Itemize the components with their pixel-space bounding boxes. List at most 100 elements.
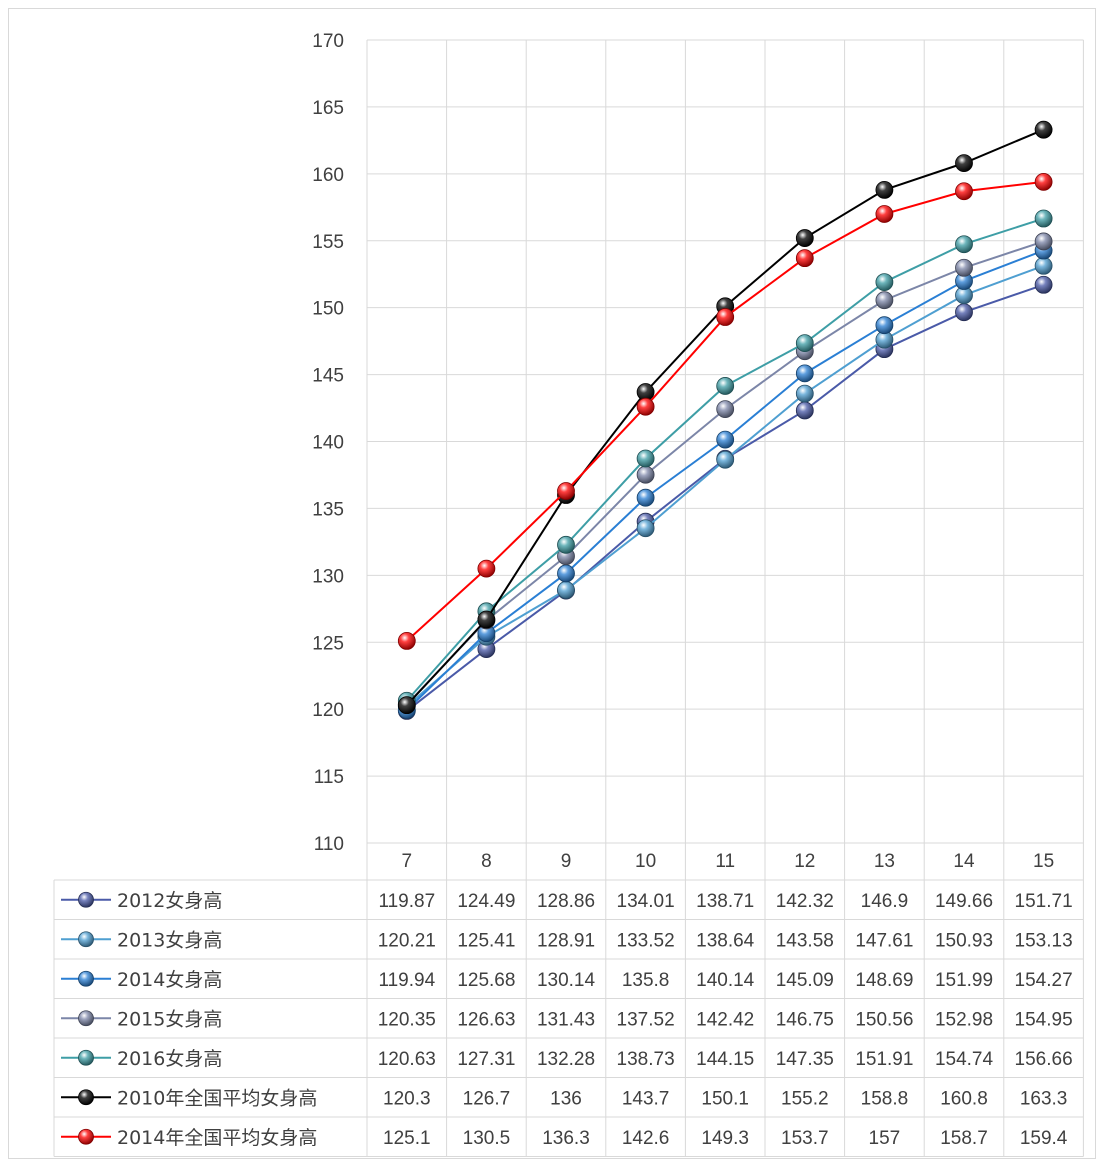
x-tick-label: 15 (1033, 851, 1054, 872)
series-name: 2014年全国平均女身高 (117, 1127, 317, 1149)
table-row: 2012女身高 119.87 124.49 128.86 134.01 138.71 142… (61, 890, 1073, 912)
y-tick-label: 135 (312, 499, 344, 520)
table-cell-value: 142.6 (622, 1128, 670, 1149)
table-cell-value: 136 (550, 1088, 582, 1109)
table-row: 2013女身高 120.21 125.41 128.91 133.52 138.64 143… (61, 929, 1073, 951)
table-cell-value: 136.3 (542, 1128, 590, 1149)
x-tick-label: 7 (402, 851, 413, 872)
table-cell-value: 150.93 (935, 930, 993, 951)
table-cell-value: 150.56 (855, 1009, 913, 1030)
table-cell-value: 154.27 (1015, 970, 1073, 991)
table-row: 2016女身高 120.63 127.31 132.28 138.73 144.15 147… (61, 1048, 1073, 1070)
table-cell-value: 142.32 (776, 891, 834, 912)
table-cell-value: 156.66 (1015, 1049, 1073, 1070)
data-point (716, 377, 735, 395)
data-point (557, 581, 575, 599)
y-tick-label: 160 (312, 165, 344, 186)
data-point (716, 308, 735, 326)
table-cell-value: 126.63 (457, 1009, 515, 1030)
data-point (636, 449, 655, 468)
data-point (795, 384, 814, 403)
table-cell-value: 138.73 (617, 1049, 675, 1070)
data-point (636, 397, 655, 416)
table-cell-value: 125.41 (457, 930, 515, 951)
table-cell-value: 130.5 (463, 1128, 511, 1149)
y-tick-label: 130 (312, 566, 344, 587)
table-cell-value: 145.09 (776, 970, 834, 991)
table-cell-value: 124.49 (457, 891, 515, 912)
table-row: 2014女身高 119.94 125.68 130.14 135.8 140.14 145.… (61, 969, 1073, 991)
data-point (875, 180, 894, 199)
table-cell-value: 146.9 (861, 891, 909, 912)
series-name: 2013女身高 (117, 929, 222, 951)
table-cell-value: 120.21 (378, 930, 436, 951)
data-point (875, 273, 894, 292)
data-point (557, 564, 575, 583)
x-tick-label: 9 (561, 851, 572, 872)
table-cell-value: 158.8 (861, 1088, 909, 1109)
table-cell-value: 147.35 (776, 1049, 834, 1070)
table-cell-value: 151.71 (1015, 891, 1073, 912)
x-tick-label: 13 (874, 851, 895, 872)
table-cell-value: 120.35 (378, 1009, 436, 1030)
table-cell-value: 147.61 (855, 930, 913, 951)
table-cell-value: 120.3 (383, 1088, 431, 1109)
series-lines (397, 120, 1053, 720)
legend-key-marker (78, 970, 94, 987)
table-cell-value: 138.71 (696, 891, 754, 912)
y-tick-label: 115 (314, 767, 344, 788)
table-cell-value: 119.87 (378, 891, 435, 912)
table-cell-value: 146.75 (776, 1009, 834, 1030)
table-cell-value: 158.7 (940, 1128, 988, 1149)
y-tick-label: 170 (312, 31, 344, 52)
table-cell-value: 132.28 (537, 1049, 595, 1070)
data-point (955, 154, 973, 173)
table-row: 2015女身高 120.35 126.63 131.43 137.52 142.42 146… (61, 1008, 1073, 1030)
data-point (636, 465, 655, 484)
y-tick-label: 145 (312, 366, 344, 387)
series-name: 2016女身高 (117, 1048, 222, 1070)
data-point (716, 450, 735, 469)
legend-key-marker (78, 1010, 94, 1027)
table-cell-value: 160.8 (940, 1088, 988, 1109)
data-point (1034, 172, 1053, 191)
data-point (955, 182, 973, 201)
table-cell-value: 151.91 (855, 1049, 913, 1070)
table-cell-value: 149.66 (935, 891, 993, 912)
series-name: 2014女身高 (117, 969, 222, 991)
table-cell-value: 153.7 (781, 1128, 829, 1149)
data-point (557, 535, 575, 554)
table-cell-value: 143.58 (776, 930, 834, 951)
data-point (795, 334, 814, 353)
data-point (397, 632, 416, 650)
data-point (795, 229, 814, 247)
table-cell-value: 149.3 (701, 1128, 749, 1149)
data-point (716, 430, 735, 449)
series-name: 2010年全国平均女身高 (117, 1087, 317, 1109)
table-cell-value: 133.52 (617, 930, 675, 951)
data-point (636, 488, 655, 507)
table-cell-value: 127.31 (457, 1049, 515, 1070)
y-tick-label: 155 (312, 232, 344, 253)
legend-key-marker (78, 1128, 94, 1145)
data-point (477, 610, 496, 629)
data-point (795, 401, 814, 420)
table-cell-value: 157 (869, 1128, 901, 1149)
y-axis-tick-labels: 110 115 120 125 130 135 140 145 150 155 160 165 170 (312, 31, 344, 855)
table-cell-value: 120.63 (378, 1049, 436, 1070)
table-cell-value: 138.64 (696, 930, 755, 951)
table-cell-value: 143.7 (622, 1088, 670, 1109)
data-point (1034, 275, 1053, 294)
data-point (955, 303, 973, 322)
data-point (795, 364, 814, 383)
table-cell-value: 152.98 (935, 1009, 993, 1030)
table-cell-value: 142.42 (696, 1009, 754, 1030)
data-point (397, 696, 416, 715)
x-tick-label: 10 (635, 851, 656, 872)
table-cell-value: 125.1 (383, 1128, 431, 1149)
series-6 (397, 172, 1053, 650)
table-cell-value: 128.91 (537, 930, 595, 951)
data-point (955, 235, 973, 254)
table-cell-value: 148.69 (855, 970, 913, 991)
